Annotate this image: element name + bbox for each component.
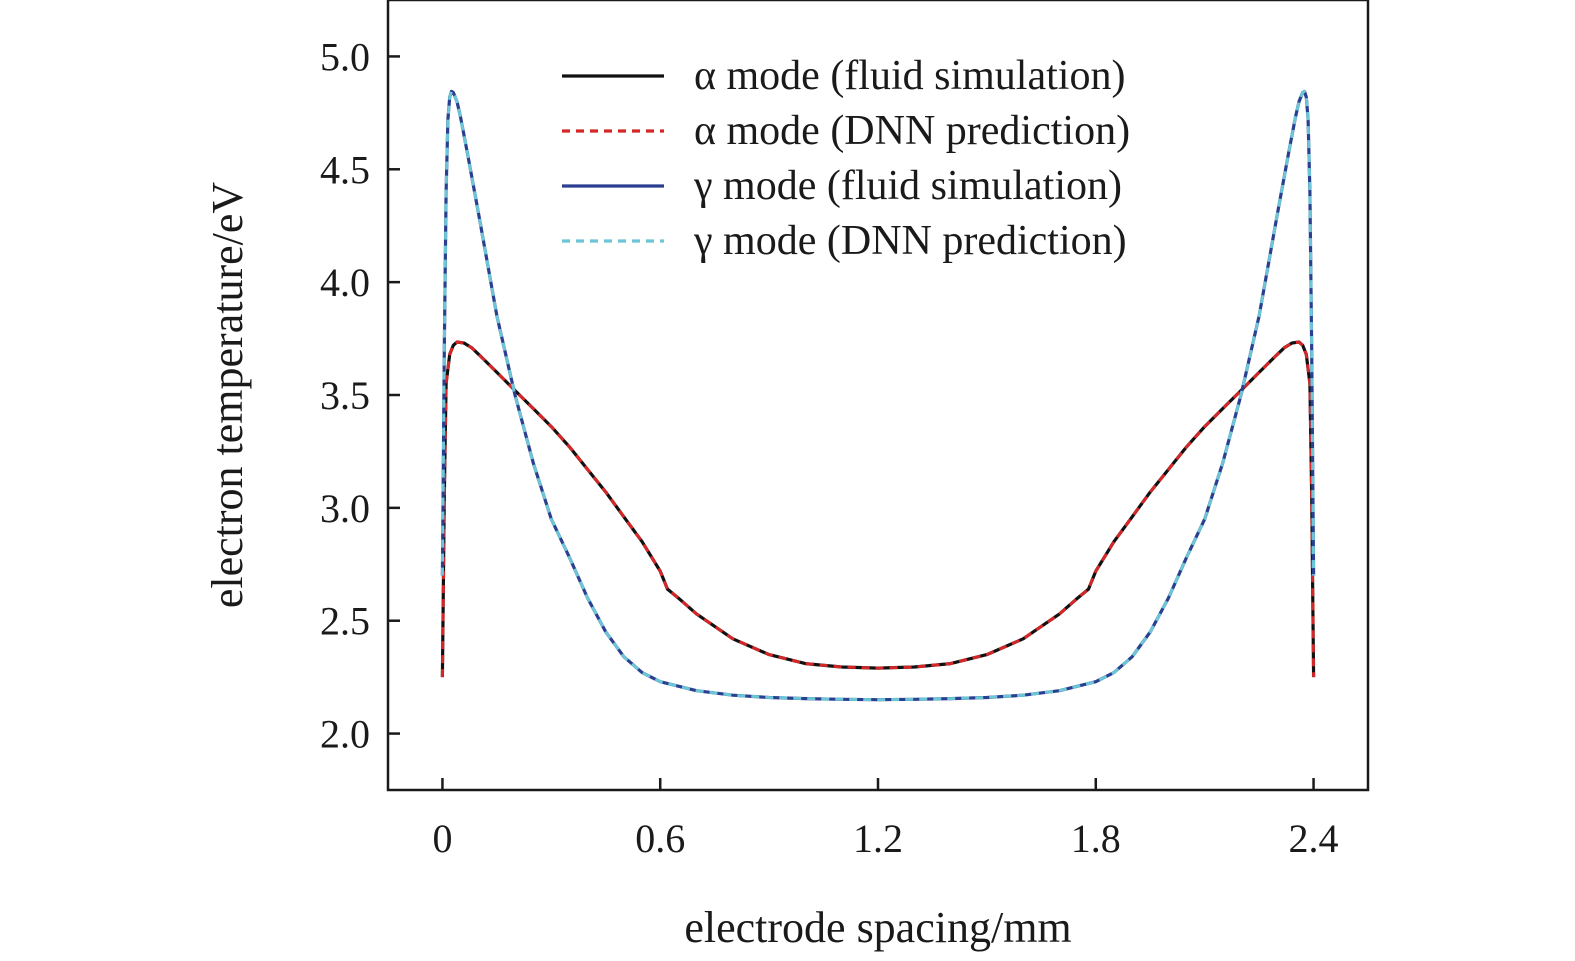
series-line-4 (440, 89, 1316, 702)
series-line-1 (440, 340, 1316, 678)
legend: α mode (fluid simulation) α mode (DNN pre… (562, 53, 1130, 264)
series-lines (440, 89, 1316, 702)
x-tick-label: 0.6 (635, 816, 685, 861)
legend-label-3: γ mode (fluid simulation) (693, 163, 1122, 209)
x-tick-label: 2.4 (1289, 816, 1339, 861)
x-tick-label: 1.2 (853, 816, 903, 861)
x-tick-label: 0 (432, 816, 452, 861)
y-tick-label: 3.0 (320, 486, 370, 531)
y-axis-ticks: 2.0 2.5 3.0 3.5 4.0 4.5 5.0 (320, 34, 400, 757)
x-axis-ticks: 0 0.6 1.2 1.8 2.4 (432, 778, 1339, 861)
legend-label-1: α mode (fluid simulation) (694, 53, 1125, 99)
legend-label-2: α mode (DNN prediction) (694, 108, 1130, 154)
y-tick-label: 2.5 (320, 599, 370, 644)
y-axis-label: electron temperature/eV (203, 182, 252, 609)
legend-label-4: γ mode (DNN prediction) (693, 218, 1127, 264)
x-tick-label: 1.8 (1071, 816, 1121, 861)
series-line-2 (440, 340, 1316, 678)
y-tick-label: 4.5 (320, 147, 370, 192)
y-tick-label: 2.0 (320, 712, 370, 757)
y-tick-label: 5.0 (320, 34, 370, 79)
y-tick-label: 4.0 (320, 260, 370, 305)
y-tick-label: 3.5 (320, 373, 370, 418)
x-axis-label: electrode spacing/mm (684, 903, 1071, 952)
